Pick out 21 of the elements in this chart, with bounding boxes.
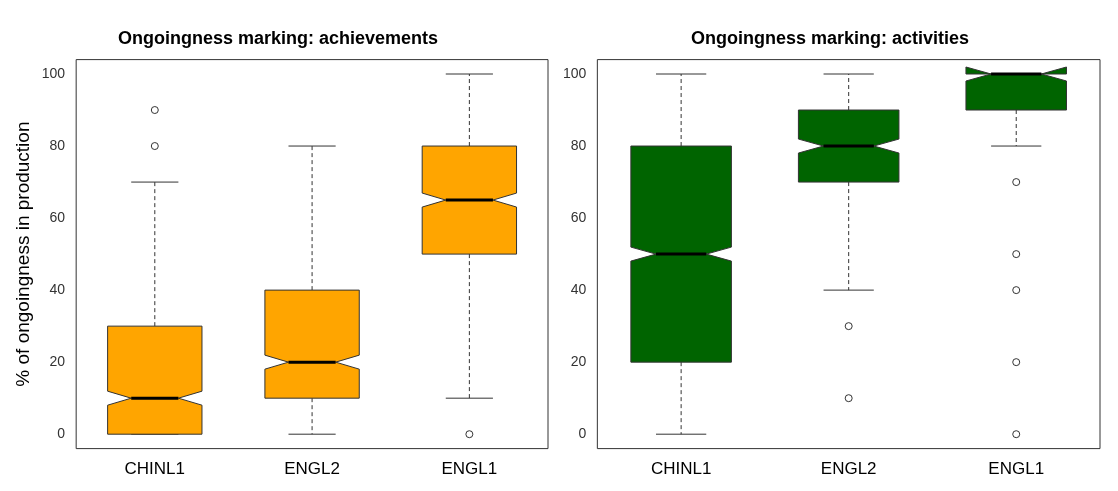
y-tick-label: 100 [563,64,587,81]
y-tick-label: 100 [41,64,66,81]
y-axis-title: % of ongoingness in production [11,121,33,387]
chart-title: Ongoingness marking: activities [690,27,970,48]
y-tick-label: 60 [49,208,66,225]
y-tick-label: 20 [49,353,66,370]
y-tick-label: 20 [570,353,587,370]
x-tick-label: ENGL2 [284,459,340,479]
y-tick-label: 40 [49,280,66,297]
x-tick-label: ENGL1 [988,459,1045,479]
y-tick-label: 60 [570,208,587,225]
x-tick-label: ENGL2 [820,459,877,479]
x-tick-label: ENGL1 [441,459,498,479]
y-tick-label: 80 [49,136,66,153]
y-tick-label: 0 [57,425,66,442]
x-tick-label: CHINL1 [650,459,712,479]
chart-title: Ongoingness marking: achievements [117,27,439,48]
y-tick-label: 0 [578,425,587,442]
y-tick-label: 40 [570,280,587,297]
y-tick-label: 80 [570,136,587,153]
x-tick-label: CHINL1 [124,459,186,479]
